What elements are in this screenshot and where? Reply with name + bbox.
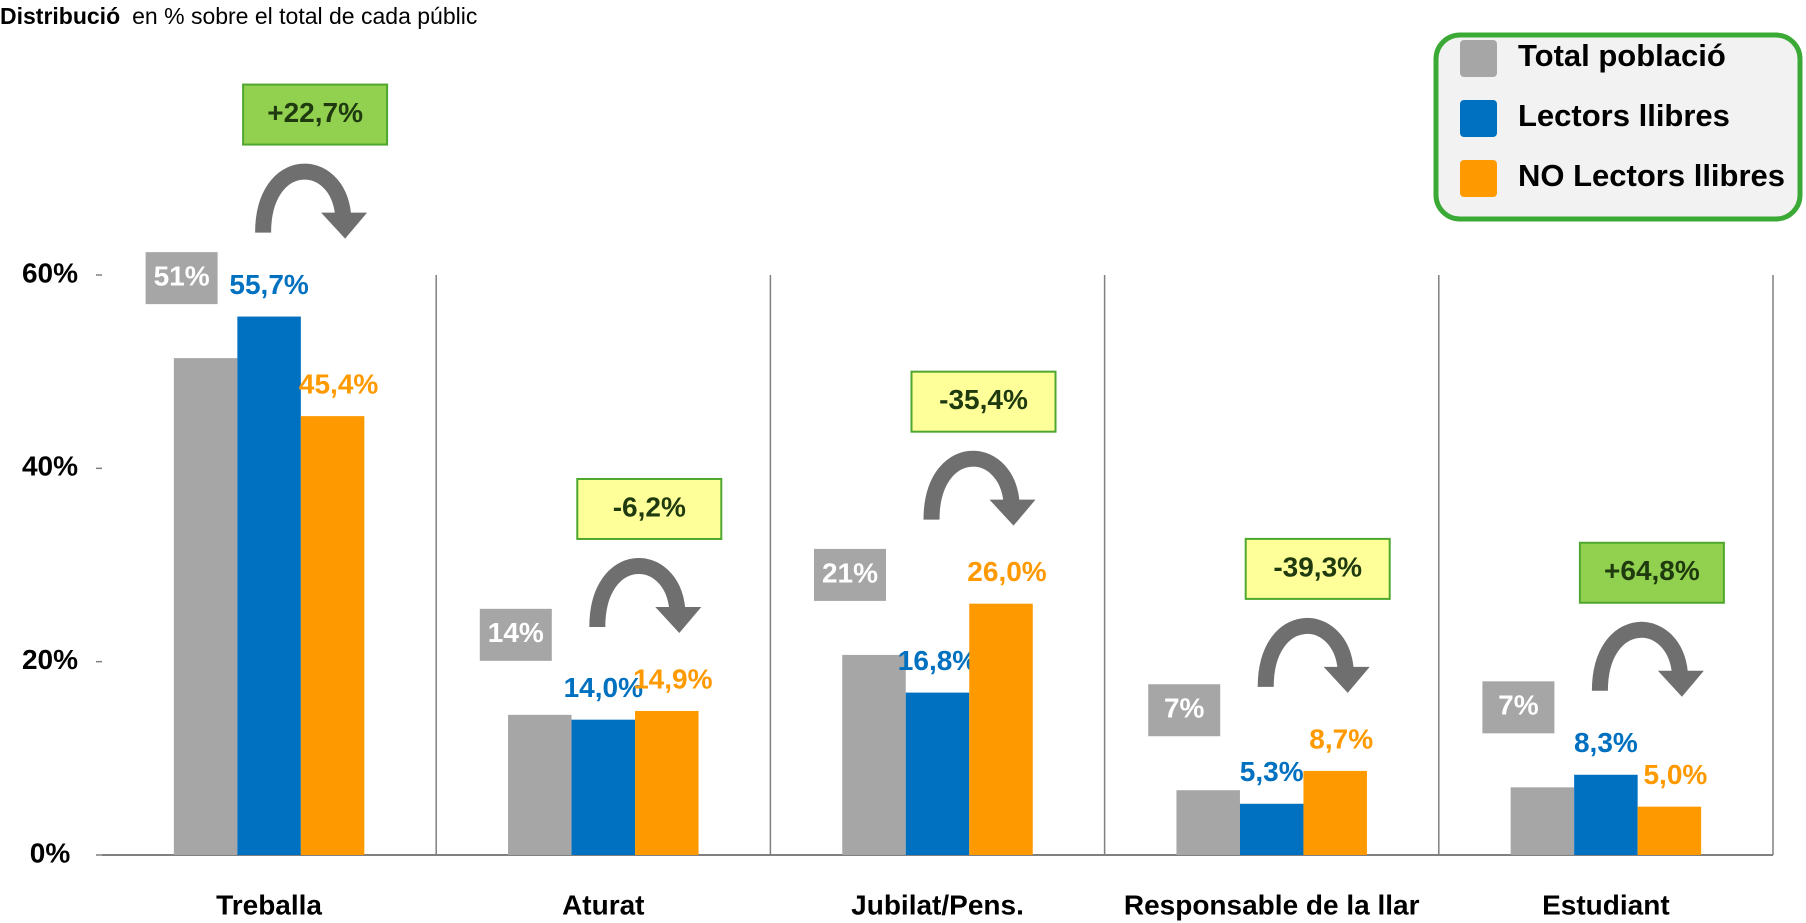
value-label-box [479,608,552,661]
x-tick-label: Aturat [562,889,644,920]
annotation: -39,3% [1273,551,1362,582]
annotation-box [1578,541,1725,604]
bar [635,710,699,855]
value-label: 45,4% [299,369,378,400]
change-arrow-head [321,212,368,239]
x-tick-label: Treballa [216,889,322,920]
value-label-box [1482,681,1555,734]
legend-label: NO Lectors llibres [1518,158,1785,193]
value-label: 5,3% [1240,756,1304,787]
bar [173,358,238,855]
chart-title: Distribució [0,3,120,29]
y-tick-label: 20% [22,644,78,675]
annotation: -6,2% [613,491,686,522]
chart-title-line: Distribució en % sobre el total de cada p… [0,3,477,29]
legend-box [1433,32,1803,222]
change-arrow [923,450,1020,520]
annotation-box [1244,537,1391,600]
value-label-box [145,252,218,305]
value-label: 7% [1498,690,1539,721]
chart-subtitle: en % sobre el total de cada públic [132,3,477,29]
bar [1303,770,1367,855]
annotation-box [242,83,389,146]
change-arrow-head [1657,670,1704,697]
bar [1176,790,1240,855]
legend-swatch [1460,100,1497,137]
annotation: +22,7% [267,97,363,128]
bar [237,316,301,856]
bar [1574,774,1638,855]
change-arrow-head [655,606,702,633]
value-label: 7% [1164,693,1205,724]
value-label: 8,3% [1574,727,1638,758]
bar [842,654,906,855]
y-tick-label: 0% [30,837,71,868]
value-label: 8,7% [1309,723,1373,754]
value-label: 16,8% [898,645,977,676]
bar [905,692,970,855]
value-label: 21% [822,557,878,588]
value-label: 5,0% [1643,759,1707,790]
legend-swatch [1460,40,1497,77]
annotation: +64,8% [1604,555,1700,586]
bar [969,603,1033,855]
change-arrow [589,558,686,628]
change-arrow-head [989,499,1036,526]
value-label: 14,0% [564,672,643,703]
x-tick-label: Estudiant [1542,889,1670,920]
value-label: 14% [488,617,544,648]
bar [1637,806,1702,855]
bar [300,416,365,855]
x-tick-label: Jubilat/Pens. [851,889,1024,920]
bar [571,719,636,855]
change-arrow-head [1323,666,1370,693]
bar [508,714,572,855]
change-arrow [1257,617,1354,688]
value-label-box [814,548,886,601]
y-tick-label: 40% [22,451,78,482]
y-tick-label: 60% [22,257,78,288]
value-label: 14,9% [633,663,712,694]
bar [1239,803,1304,855]
legend-label: Lectors llibres [1518,98,1730,133]
legend-swatch [1460,160,1497,197]
annotation: -35,4% [939,384,1028,415]
value-label-box [1148,684,1221,737]
change-arrow [1591,621,1688,692]
annotation-box [910,370,1057,433]
value-label: 51% [154,261,210,292]
value-label: 55,7% [229,269,308,300]
change-arrow [255,163,352,233]
legend-label: Total població [1518,38,1726,73]
annotation-box [576,477,723,540]
value-label: 26,0% [967,556,1046,587]
bar [1510,787,1575,855]
x-tick-label: Responsable de la llar [1124,889,1420,920]
